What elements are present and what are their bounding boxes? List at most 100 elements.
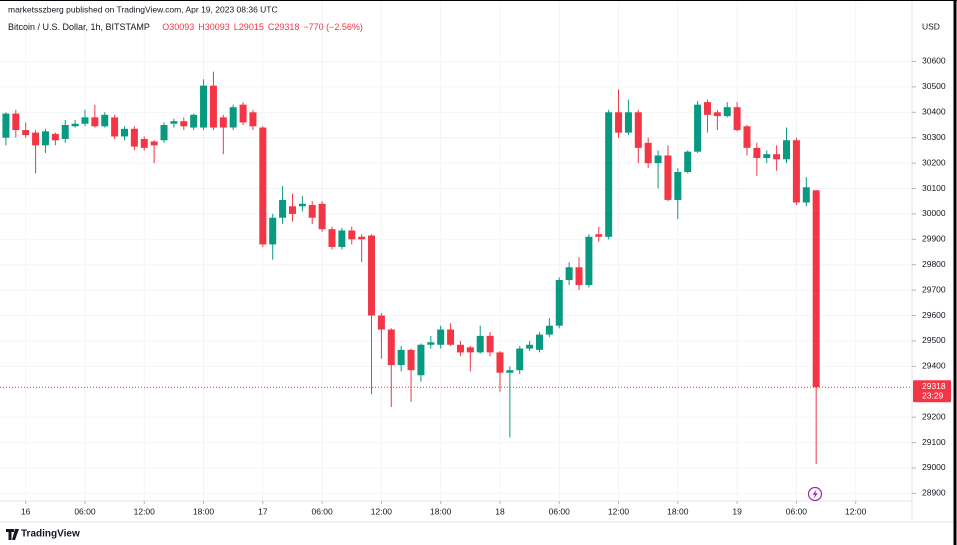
candle-body [259,127,267,245]
x-tick-label: 06:00 [311,506,333,516]
currency: USD [922,21,940,31]
candle-body [506,370,514,373]
x-tick-label: 18:00 [193,506,215,516]
candle-body [694,104,702,152]
candle-body [298,203,306,207]
brand[interactable]: TradingView [21,529,80,540]
y-tick-label: 30500 [922,81,946,91]
ohlc-value: O30093 [162,22,194,32]
candle-body [565,267,573,280]
price-tag-countdown: 23:29 [922,390,944,400]
brand-logo[interactable]: TradingView [6,529,80,540]
y-tick-label: 29600 [922,310,946,320]
ohlc-value: H30093 [198,22,230,32]
candle-body [308,205,316,218]
candle-body [81,117,89,124]
ohlc-value: C29318 [268,22,300,32]
candle-body [634,112,642,148]
candle-body [615,112,623,133]
y-tick-label: 29900 [922,234,946,244]
candle-body [2,113,10,138]
candle-body [605,112,613,237]
candle-body [713,112,721,117]
x-tick-label: 17 [258,506,268,516]
candle-body [674,172,682,200]
candle-body [101,114,109,127]
y-tick-label: 29400 [922,361,946,371]
x-tick-label: 12:00 [371,506,393,516]
y-tick-label: 29100 [922,437,946,447]
candle-body [328,229,336,247]
ohlc-value: L29015 [234,22,264,32]
candle-body [120,128,128,137]
y-tick-label: 30300 [922,132,946,142]
candle-body [486,335,494,353]
candle-body [387,329,395,366]
x-tick-label: 19 [732,506,742,516]
candles [2,71,820,465]
candle-body [170,121,178,124]
candle-body [111,117,119,137]
candle-body [279,199,287,218]
candle-body [190,114,198,128]
candle-body [200,85,208,128]
candle-body [595,234,603,237]
candle-body [318,203,326,230]
candle-body [12,113,20,131]
candle-body [516,348,524,371]
candle-body [427,342,435,345]
candle-body [417,344,425,376]
y-tick-label: 29500 [922,335,946,345]
candle-body [358,236,366,240]
candle-body [723,107,731,117]
alert-bolt[interactable] [812,489,818,499]
candle-body [397,349,405,366]
candle-body [664,155,672,200]
candle-body [753,147,761,159]
candle-body [555,279,563,326]
y-tick-label: 30000 [922,208,946,218]
candle-body [41,131,49,146]
y-tick-label: 30200 [922,157,946,167]
candle-body [239,104,247,123]
candle-body [269,217,277,245]
alert-icon[interactable] [807,486,823,502]
x-tick-label: 12:00 [608,506,630,516]
candle-body [773,154,781,160]
candle-body [802,187,810,203]
x-tick-label: 18:00 [667,506,689,516]
candle-body [535,334,543,350]
candle-body [585,236,593,286]
y-tick-label: 30100 [922,183,946,193]
x-tick-label: 06:00 [549,506,571,516]
candle-body [526,344,534,349]
candle-body [377,315,385,330]
candle-body [763,154,771,159]
candle-body [368,235,376,316]
candle-body [32,132,40,146]
logo-mark[interactable] [6,529,19,540]
candle-body [812,190,820,388]
x-tick-label: 12:00 [134,506,156,516]
published: marketsszberg published on TradingView.c… [8,4,278,14]
candle-body [733,107,741,131]
candle-body [792,140,800,203]
candle-body [437,329,445,345]
candle-body [496,352,504,373]
candle-body [447,329,455,345]
y-tick-label: 30400 [922,107,946,117]
symbol: Bitcoin / U.S. Dollar, 1h, BITSTAMP [8,22,150,32]
candle-body [150,141,158,146]
y-tick-label: 30600 [922,56,946,66]
x-tick-label: 18:00 [430,506,452,516]
candle-body [456,344,464,353]
candle-body [407,349,415,371]
candle-body [249,112,257,127]
y-tick-label: 29000 [922,462,946,472]
y-tick-label: 29800 [922,259,946,269]
candle-body [703,102,711,115]
candle-body [71,123,79,127]
x-tick-label: 12:00 [845,506,867,516]
